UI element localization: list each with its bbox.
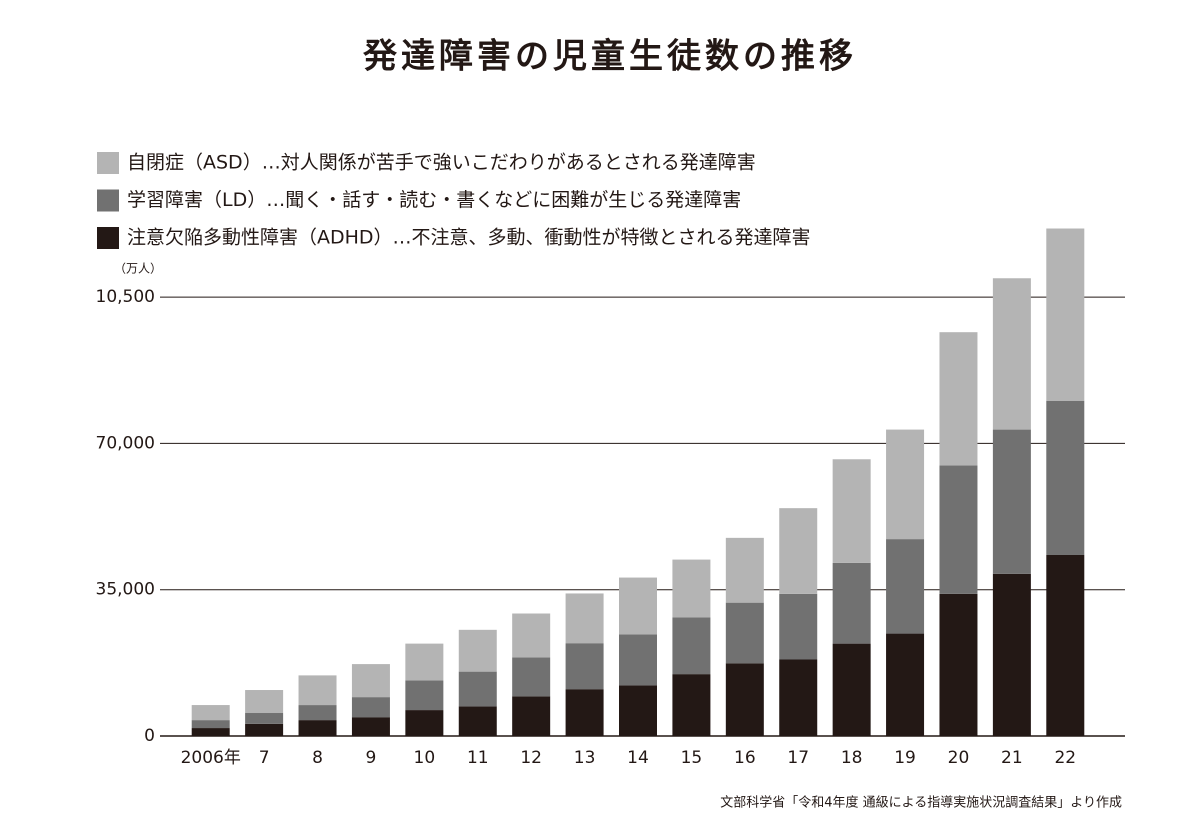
legend-label: 学習障害（LD）…聞く・話す・読む・書くなどに困難が生じる発達障害 [127,189,741,211]
bar-segment [1046,400,1085,555]
y-unit: （万人） [114,262,162,276]
legend-swatch [97,189,119,212]
bar-segment [191,705,230,721]
bar-segment [458,629,497,672]
bar-segment [619,577,657,635]
bar-segment [672,617,711,675]
bar-segment [512,613,551,658]
bar-segment [992,573,1031,736]
bar-segment [298,720,337,736]
bar-segment [351,697,390,718]
bar-segment [565,593,604,644]
bar-segment [565,643,604,690]
bar-segment [939,465,978,594]
bar-segment [298,705,337,721]
bar-segment [565,689,604,736]
bar-segment [351,664,390,698]
x-tick-label: 11 [467,748,489,768]
bar-segment [245,713,284,724]
bar-segment [886,539,925,634]
y-tick-label: 0 [144,726,155,746]
bar-segment [832,459,871,563]
x-tick-label: 18 [841,748,863,768]
x-tick-label: 19 [894,748,916,768]
bar-segment [245,723,284,736]
x-tick-label: 8 [312,748,323,768]
bar-segment [832,562,871,644]
bar-segment [939,593,978,736]
bar-segment [619,685,657,736]
bar-segment [725,663,764,736]
bar-segment [832,643,871,736]
bar-segment [512,657,551,697]
legend-label: 注意欠陥多動性障害（ADHD）…不注意、多動、衝動性が特徴とされる発達障害 [127,227,811,249]
bar-segment [725,537,764,603]
bar-segment [672,559,711,618]
bar-segment [191,728,230,736]
x-tick-label: 12 [520,748,542,768]
bar-segment [619,634,657,686]
bar-segment [992,278,1031,430]
bar-segment [939,332,978,466]
x-tick-label: 15 [681,748,703,768]
x-tick-label: 14 [627,748,649,768]
bar-segment [1046,228,1085,401]
bar-segment [886,633,925,736]
bar-segment [779,593,818,660]
bar-segment [512,696,551,736]
x-tick-label: 22 [1054,748,1076,768]
bar-segment [725,602,764,664]
x-tick-label: 10 [414,748,436,768]
bar-segment [245,690,284,714]
source: 文部科学省「令和4年度 通級による指導実施状況調査結果」より作成 [720,795,1122,811]
x-tick-label: 9 [366,748,377,768]
legend-swatch [97,227,119,249]
bar-segment [298,675,337,706]
bar-segment [779,508,818,594]
bar-segment [191,720,230,729]
x-tick-label: 7 [259,748,270,768]
bar-segment [779,659,818,736]
y-tick-label: 70,000 [96,433,155,453]
bar-segment [886,429,925,540]
x-tick-label: 17 [787,748,809,768]
chart-title: 発達障害の児童生徒数の推移 [363,37,857,77]
legend-label: 自閉症（ASD）…対人関係が苦手で強いこだわりがあるとされる発達障害 [127,152,756,174]
x-tick-label: 21 [1001,748,1023,768]
bar-segment [405,710,444,736]
x-tick-label: 13 [574,748,596,768]
bar-segment [405,643,444,681]
bar-segment [458,706,497,736]
y-tick-label: 35,000 [96,580,155,600]
x-tick-label: 20 [948,748,970,768]
legend-swatch [97,152,119,174]
bar-segment [992,429,1031,574]
x-tick-label: 2006年 [181,748,241,768]
x-tick-label: 16 [734,748,756,768]
bar-segment [458,671,497,707]
bar-segment [405,680,444,711]
bar-segment [351,717,390,736]
y-tick-label: 10,500 [96,287,155,307]
bar-segment [672,674,711,736]
bar-segment [1046,554,1085,736]
